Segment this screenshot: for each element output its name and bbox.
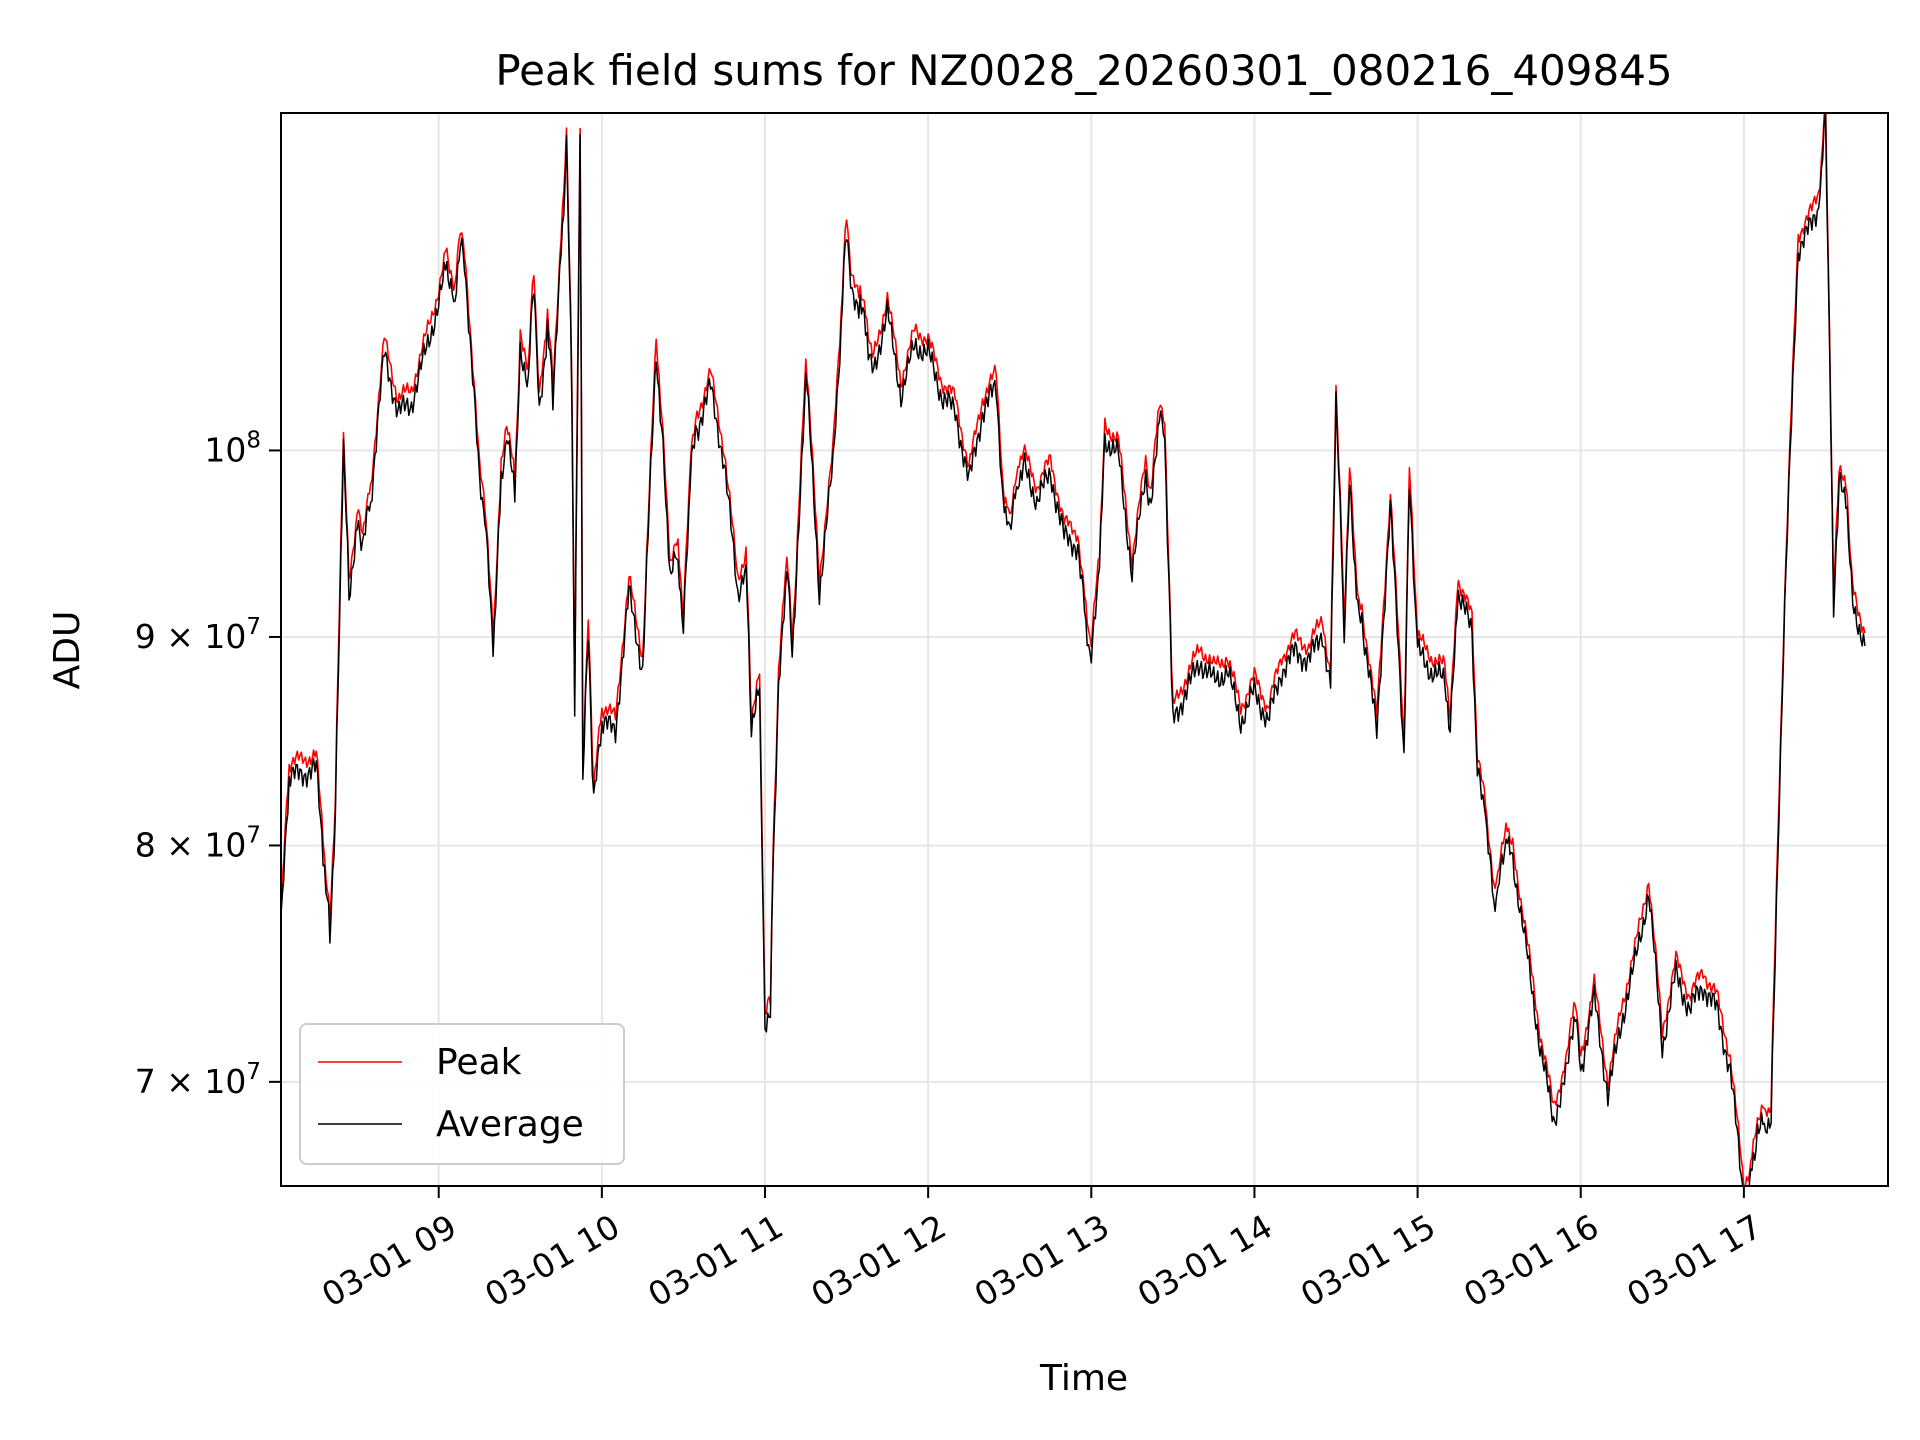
x-axis-title: Time: [1039, 1358, 1128, 1399]
legend-box: [299, 1023, 625, 1165]
y-tick-label: 108: [204, 427, 261, 469]
legend-label-average: Average: [436, 1104, 584, 1145]
series-layer: [281, 113, 1866, 1186]
series-line-peak: [281, 113, 1866, 1186]
y-axis: 7 × 107 8 × 107 9 × 107 108: [135, 427, 281, 1101]
chart-title: Peak field sums for NZ0028_20260301_0802…: [495, 46, 1672, 95]
y-axis-title: ADU: [47, 611, 88, 690]
legend: Peak Average: [299, 1023, 625, 1165]
legend-label-peak: Peak: [436, 1042, 522, 1083]
y-tick-label: 9 × 107: [135, 614, 261, 656]
y-tick-label: 8 × 107: [135, 822, 261, 864]
series-line-average: [281, 113, 1866, 1186]
plot-frame: [280, 112, 1889, 1187]
y-tick-label: 7 × 107: [135, 1059, 261, 1101]
